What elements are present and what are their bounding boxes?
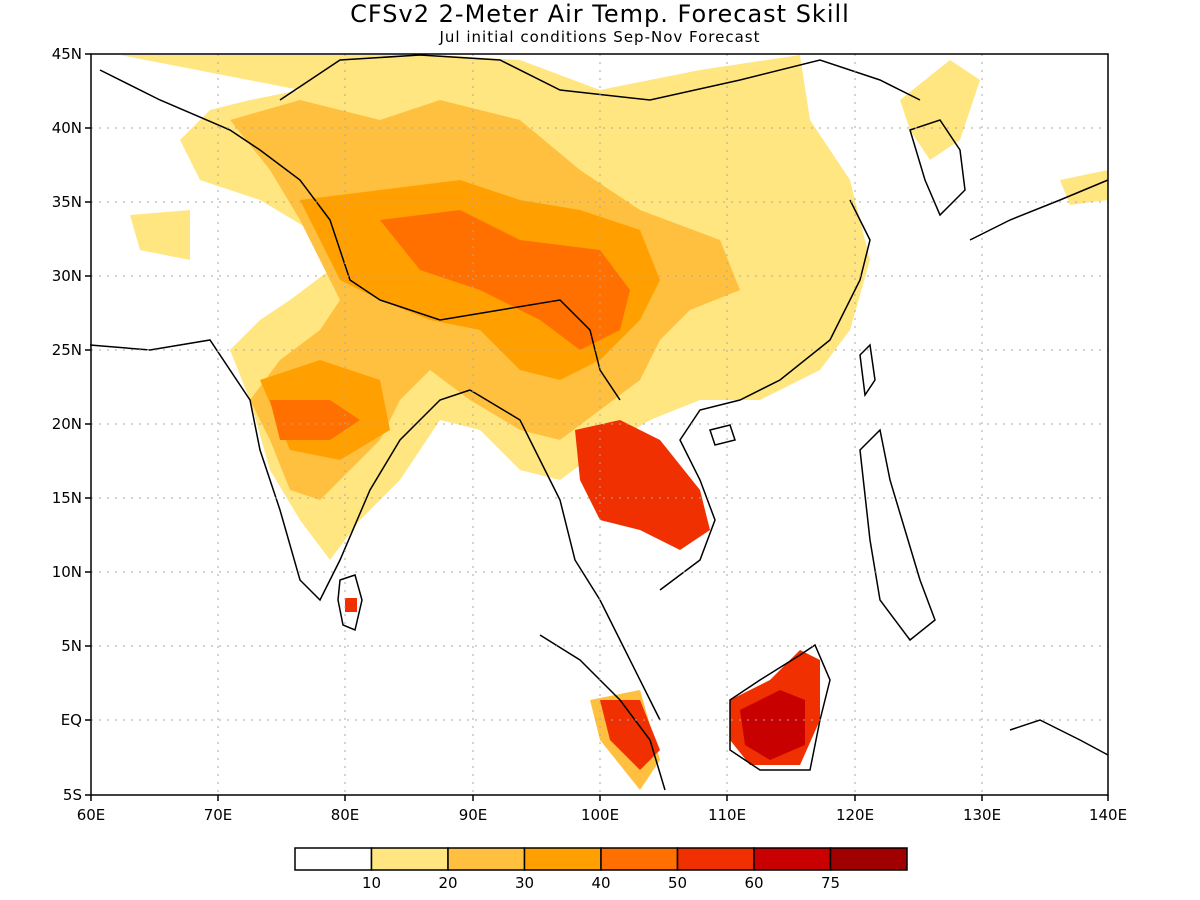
coastline-sri-lanka: [337, 574, 363, 632]
map-title: CFSv2 2-Meter Air Temp. Forecast Skill: [350, 0, 850, 28]
x-tick-label: 60E: [77, 806, 106, 824]
y-tick-label: 10N: [52, 563, 82, 581]
colorbar-label: 40: [591, 874, 610, 892]
x-tick-labels: 60E 70E 80E 90E 100E 110E 120E 130E 140E: [77, 806, 1127, 824]
coastline-borneo: [729, 643, 831, 771]
skill-shading: [120, 55, 1108, 790]
border-china-mongolia: [279, 54, 921, 101]
y-tick-label: 35N: [52, 193, 82, 211]
y-tick-label: 5N: [61, 637, 82, 655]
colorbar-label: 60: [744, 874, 763, 892]
colorbar: 10 20 30 40 50 60 75: [294, 847, 908, 892]
border-north: [99, 69, 621, 401]
skill-region-60-75: [740, 690, 805, 760]
x-tick-label: 140E: [1089, 806, 1127, 824]
map-subtitle: Jul initial conditions Sep-Nov Forecast: [439, 28, 761, 46]
coastline-vietnam: [659, 199, 871, 591]
skill-region-10-20: [130, 210, 190, 260]
coastline-hainan: [709, 424, 736, 446]
colorbar-swatch: [753, 847, 832, 871]
colorbar-swatch: [447, 847, 526, 871]
y-tick-label: 20N: [52, 415, 82, 433]
coastline-indochina: [469, 389, 661, 721]
y-tick-label: 25N: [52, 341, 82, 359]
x-tick-label: 70E: [204, 806, 233, 824]
coastline-taiwan: [859, 343, 876, 398]
colorbar-label: 20: [438, 874, 457, 892]
x-tick-label: 120E: [836, 806, 874, 824]
skill-region-50-60: [600, 700, 660, 770]
grid-lines: [91, 54, 1108, 795]
y-tick-label: EQ: [61, 711, 82, 729]
y-tick-labels: 45N 40N 35N 30N 25N 20N 15N 10N 5N EQ 5S: [52, 45, 82, 804]
colorbar-swatch: [676, 847, 755, 871]
y-tick-label: 45N: [52, 45, 82, 63]
x-tick-label: 130E: [963, 806, 1001, 824]
x-tick-label: 110E: [708, 806, 746, 824]
y-tick-label: 5S: [63, 786, 82, 804]
x-tick-label: 80E: [331, 806, 360, 824]
y-tick-label: 40N: [52, 119, 82, 137]
colorbar-label: 50: [668, 874, 687, 892]
y-tick-label: 15N: [52, 489, 82, 507]
tick-marks: [85, 53, 1109, 801]
colorbar-swatch: [370, 847, 449, 871]
coastline-philippines: [859, 428, 936, 642]
coastline-sumatra: [539, 634, 666, 791]
x-tick-label: 100E: [581, 806, 619, 824]
colorbar-swatch: [523, 847, 602, 871]
skill-region-50-60: [575, 420, 710, 550]
skill-region-50-60: [345, 598, 357, 612]
colorbar-label: 30: [515, 874, 534, 892]
x-tick-label: 90E: [459, 806, 488, 824]
coastline-korea: [909, 119, 966, 217]
skill-region-40-50: [380, 210, 630, 350]
colorbar-swatch: [294, 847, 373, 871]
skill-region-10-20: [900, 60, 980, 160]
coastline-new-guinea: [1009, 719, 1109, 756]
coastline-japan: [969, 179, 1109, 241]
colorbar-label: 75: [821, 874, 840, 892]
coastlines: [89, 54, 1109, 791]
colorbar-swatch: [600, 847, 679, 871]
y-tick-label: 30N: [52, 267, 82, 285]
skill-region-40-50: [270, 400, 360, 440]
skill-region-10-20: [1060, 170, 1108, 205]
coastline-india: [89, 339, 471, 602]
colorbar-swatch: [829, 847, 908, 871]
colorbar-label: 10: [362, 874, 381, 892]
